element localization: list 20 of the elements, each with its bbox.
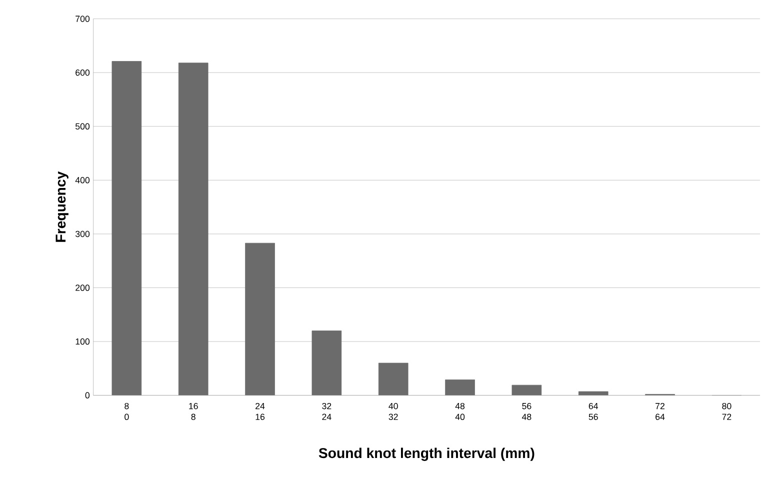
y-tick-label: 300 [75,231,90,238]
y-tick-label: 500 [76,124,90,130]
x-tick-label: 72 64 [656,403,665,420]
y-tick-label: 200 [76,284,90,292]
y-tick-label: 100 [76,338,90,345]
x-tick-label: 56 48 [522,403,532,420]
x-tick-label: 16 8 [189,403,198,420]
y-tick-label: 0 [85,392,90,399]
x-tick-label: 64 56 [588,403,598,420]
x-tick-label: 8 0 [124,403,129,420]
x-tick-label: 40 32 [388,403,398,420]
x-axis-title: Sound knot length interval (mm) [318,448,534,462]
x-tick-label: 24 16 [256,403,265,420]
x-tick-label: 32 24 [322,403,332,420]
y-axis-title: Frequency [56,172,68,242]
x-tick-label: 80 72 [722,403,732,420]
x-tick-label: 48 40 [455,403,465,420]
y-tick-label: 400 [75,177,90,184]
y-tick-label: 700 [76,16,90,22]
y-tick-label: 600 [76,70,90,76]
